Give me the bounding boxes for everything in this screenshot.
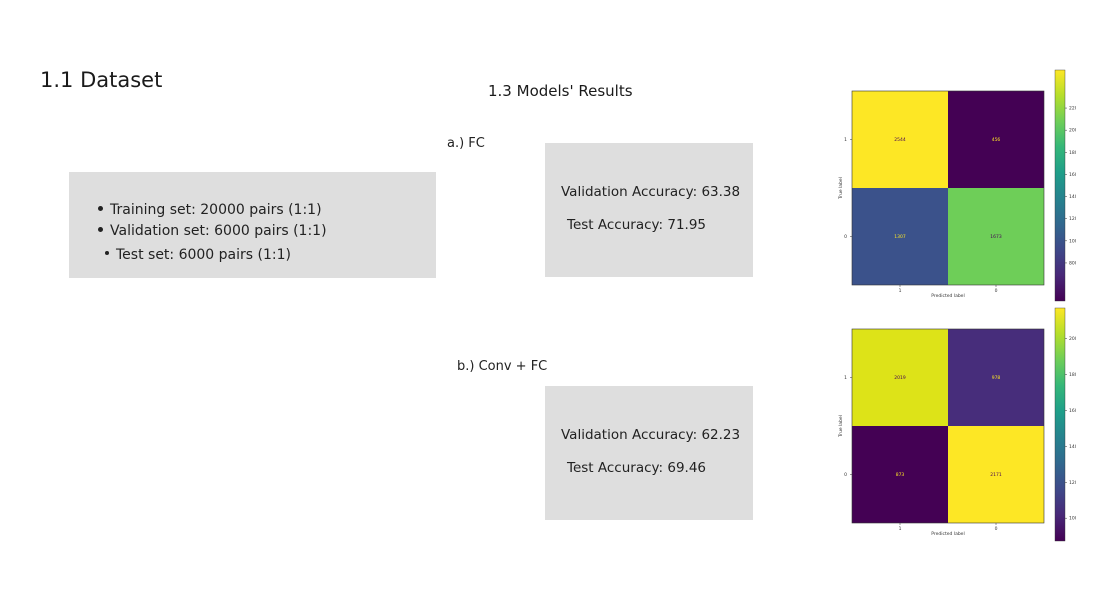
dataset-item-test: Test set: 6000 pairs (1:1) <box>105 247 291 263</box>
matrix-cell <box>852 188 948 285</box>
colorbar-tick-label: 1600 <box>1069 172 1076 178</box>
dataset-item-training: Training set: 20000 pairs (1:1) <box>98 202 322 218</box>
colorbar-tick-label: 1400 <box>1069 194 1076 200</box>
matrix-frame <box>851 90 1045 286</box>
cell-value: 1673 <box>990 234 1002 240</box>
fc-test-accuracy: Test Accuracy: 71.95 <box>567 217 707 233</box>
dataset-item-text: Training set: 20000 pairs (1:1) <box>110 202 322 218</box>
cell-value: 873 <box>896 472 905 478</box>
x-axis-label: Predicted label <box>931 293 964 299</box>
y-tick-label: 0 <box>844 234 847 240</box>
matrix-frame <box>851 328 1045 524</box>
dataset-item-text: Validation set: 6000 pairs (1:1) <box>110 223 327 239</box>
cell-value: 1307 <box>894 234 906 240</box>
cell-value: 978 <box>992 375 1001 381</box>
colorbar-tick-label: 1800 <box>1069 372 1076 378</box>
cell-value: 2019 <box>894 375 906 381</box>
results-title: 1.3 Models' Results <box>488 82 633 100</box>
model-label-conv: b.) Conv + FC <box>457 359 548 374</box>
matrix-cell <box>852 329 948 426</box>
fc-results-box: Validation Accuracy: 63.38 Test Accuracy… <box>545 143 753 277</box>
matrix-cell <box>948 91 1044 188</box>
slide-title: 1.1 Dataset <box>40 68 163 92</box>
colorbar <box>1054 307 1066 542</box>
bullet-icon <box>105 251 109 255</box>
dataset-item-validation: Validation set: 6000 pairs (1:1) <box>98 223 327 239</box>
x-tick-label: 1 <box>899 288 902 294</box>
colorbar-tick-label: 1200 <box>1069 480 1076 486</box>
x-tick-label: 0 <box>995 526 998 532</box>
dataset-item-text: Test set: 6000 pairs (1:1) <box>116 247 291 263</box>
colorbar-tick-label: 1800 <box>1069 150 1076 156</box>
matrix-cell <box>948 329 1044 426</box>
matrix-cell <box>852 91 948 188</box>
x-tick-label: 0 <box>995 288 998 294</box>
y-axis-label: True label <box>838 415 844 438</box>
colorbar-tick-label: 2000 <box>1069 336 1076 342</box>
colorbar-tick-label: 1000 <box>1069 516 1076 522</box>
matrix-cell <box>948 426 1044 523</box>
conv-validation-accuracy: Validation Accuracy: 62.23 <box>561 427 741 443</box>
y-tick-label: 1 <box>844 137 847 143</box>
colorbar-tick-label: 1600 <box>1069 408 1076 414</box>
conv-test-accuracy: Test Accuracy: 69.46 <box>567 460 707 476</box>
colorbar-tick-label: 1000 <box>1069 238 1076 244</box>
y-tick-label: 0 <box>844 472 847 478</box>
cell-value: 2171 <box>990 472 1002 478</box>
y-tick-label: 1 <box>844 375 847 381</box>
x-axis-label: Predicted label <box>931 531 964 537</box>
model-label-fc: a.) FC <box>447 136 485 151</box>
conv-results-box: Validation Accuracy: 62.23 Test Accuracy… <box>545 386 753 520</box>
matrix-cell <box>852 426 948 523</box>
cell-value: 456 <box>992 137 1001 143</box>
colorbar-tick-label: 1200 <box>1069 216 1076 222</box>
bullet-icon <box>98 205 103 211</box>
bullet-icon <box>98 226 103 232</box>
cell-value: 2544 <box>894 137 906 143</box>
dataset-box: Training set: 20000 pairs (1:1) Validati… <box>69 172 436 278</box>
colorbar-tick-label: 800 <box>1069 260 1076 266</box>
colorbar-tick-label: 1400 <box>1069 444 1076 450</box>
confusion-matrix-fc: 2544 456 1307 1673 1 0 1 0 Predicted label True l… <box>838 69 1076 302</box>
colorbar-tick-label: 2200 <box>1069 106 1076 112</box>
confusion-matrix-conv: 2019 978 873 2171 1 0 1 0 Predicted label True la… <box>838 307 1076 542</box>
fc-validation-accuracy: Validation Accuracy: 63.38 <box>561 184 741 200</box>
colorbar-tick-label: 2000 <box>1069 128 1076 134</box>
x-tick-label: 1 <box>899 526 902 532</box>
y-axis-label: True label <box>838 177 844 200</box>
matrix-cell <box>948 188 1044 285</box>
colorbar <box>1054 69 1066 302</box>
